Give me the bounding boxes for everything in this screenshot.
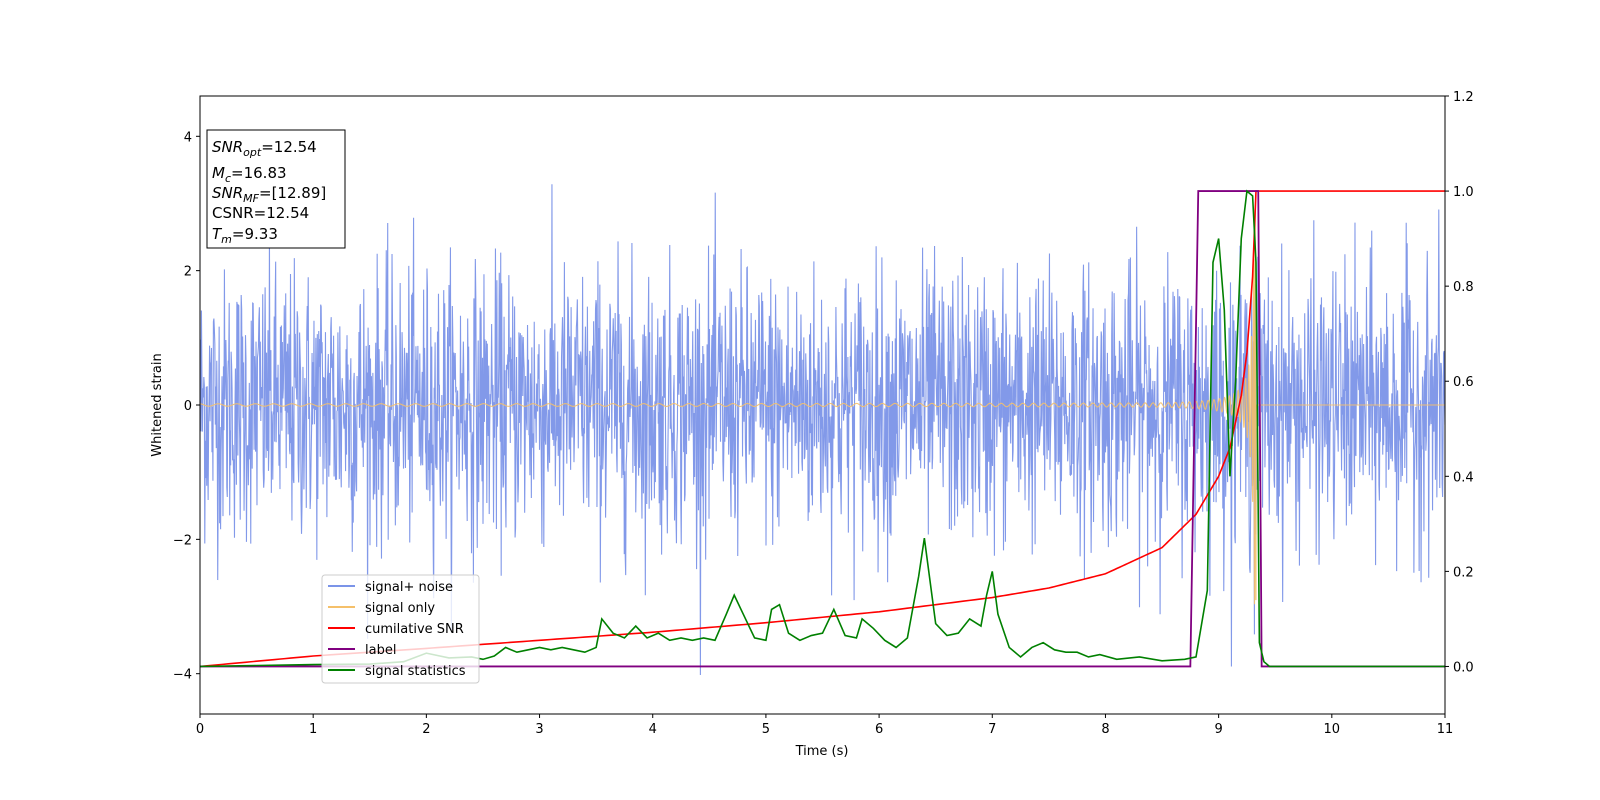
x-tick-label: 5 xyxy=(762,722,770,737)
y-axis-label: Whitened strain xyxy=(150,353,165,456)
y-tick-label: −2 xyxy=(173,533,192,548)
x-tick-label: 3 xyxy=(535,722,543,737)
annotation-frame xyxy=(206,129,346,249)
x-tick-label: 11 xyxy=(1437,722,1454,737)
annotation-box: SNRopt=12.54 Mc=16.83SNRMF=[12.89]CSNR=12… xyxy=(206,129,346,249)
x-tick-label: 4 xyxy=(649,722,657,737)
x-tick-label: 2 xyxy=(422,722,430,737)
y2-tick-label: 0.6 xyxy=(1453,375,1474,390)
annotation-line: SNRopt=12.54 xyxy=(212,138,317,159)
annotation-line: Mc=16.83 xyxy=(212,164,287,185)
x-tick-label: 9 xyxy=(1214,722,1222,737)
x-tick-label: 1 xyxy=(309,722,317,737)
y-tick-label: 2 xyxy=(184,265,192,280)
y2-tick-label: 1.2 xyxy=(1453,90,1474,105)
y2-tick-label: 0.2 xyxy=(1453,565,1474,580)
series-signal-noise xyxy=(200,184,1445,675)
annotation-line: SNRMF=[12.89] xyxy=(212,184,326,205)
legend-label: label xyxy=(365,643,396,658)
annotation-line: CSNR=12.54 xyxy=(212,204,309,222)
y-tick-label: 0 xyxy=(184,399,192,414)
series-signal-only xyxy=(200,212,1445,605)
x-tick-label: 8 xyxy=(1101,722,1109,737)
axes: 0 1 2 3 4 5 6 7 8 9 10 11 −4 −2 0 2 4 0.0 0.2 0.4 0.6 0.8 1.0 1… xyxy=(173,90,1474,737)
x-tick-label: 10 xyxy=(1324,722,1341,737)
plot-area xyxy=(200,184,1445,675)
series-cumulative-snr xyxy=(200,190,1445,668)
x-tick-label: 7 xyxy=(988,722,996,737)
legend: signal+ noise signal only cumilative SNR la… xyxy=(321,574,480,684)
x-tick-label: 0 xyxy=(196,722,204,737)
y2-tick-label: 0.4 xyxy=(1453,470,1474,485)
y2-tick-label: 0.8 xyxy=(1453,280,1474,295)
y2-tick-label: 0.0 xyxy=(1453,660,1474,675)
y-tick-label: 4 xyxy=(184,130,192,145)
legend-frame xyxy=(321,574,480,684)
legend-label: signal statistics xyxy=(365,664,466,679)
y-tick-label: −4 xyxy=(173,668,192,683)
x-axis-label: Time (s) xyxy=(795,744,849,759)
legend-label: signal only xyxy=(365,601,435,616)
y2-tick-label: 1.0 xyxy=(1453,185,1474,200)
legend-label: signal+ noise xyxy=(365,580,453,595)
legend-label: cumilative SNR xyxy=(365,622,464,637)
annotation-line: Tm=9.33 xyxy=(212,225,278,246)
series-signal-statistics xyxy=(200,189,1445,668)
x-tick-label: 6 xyxy=(875,722,883,737)
